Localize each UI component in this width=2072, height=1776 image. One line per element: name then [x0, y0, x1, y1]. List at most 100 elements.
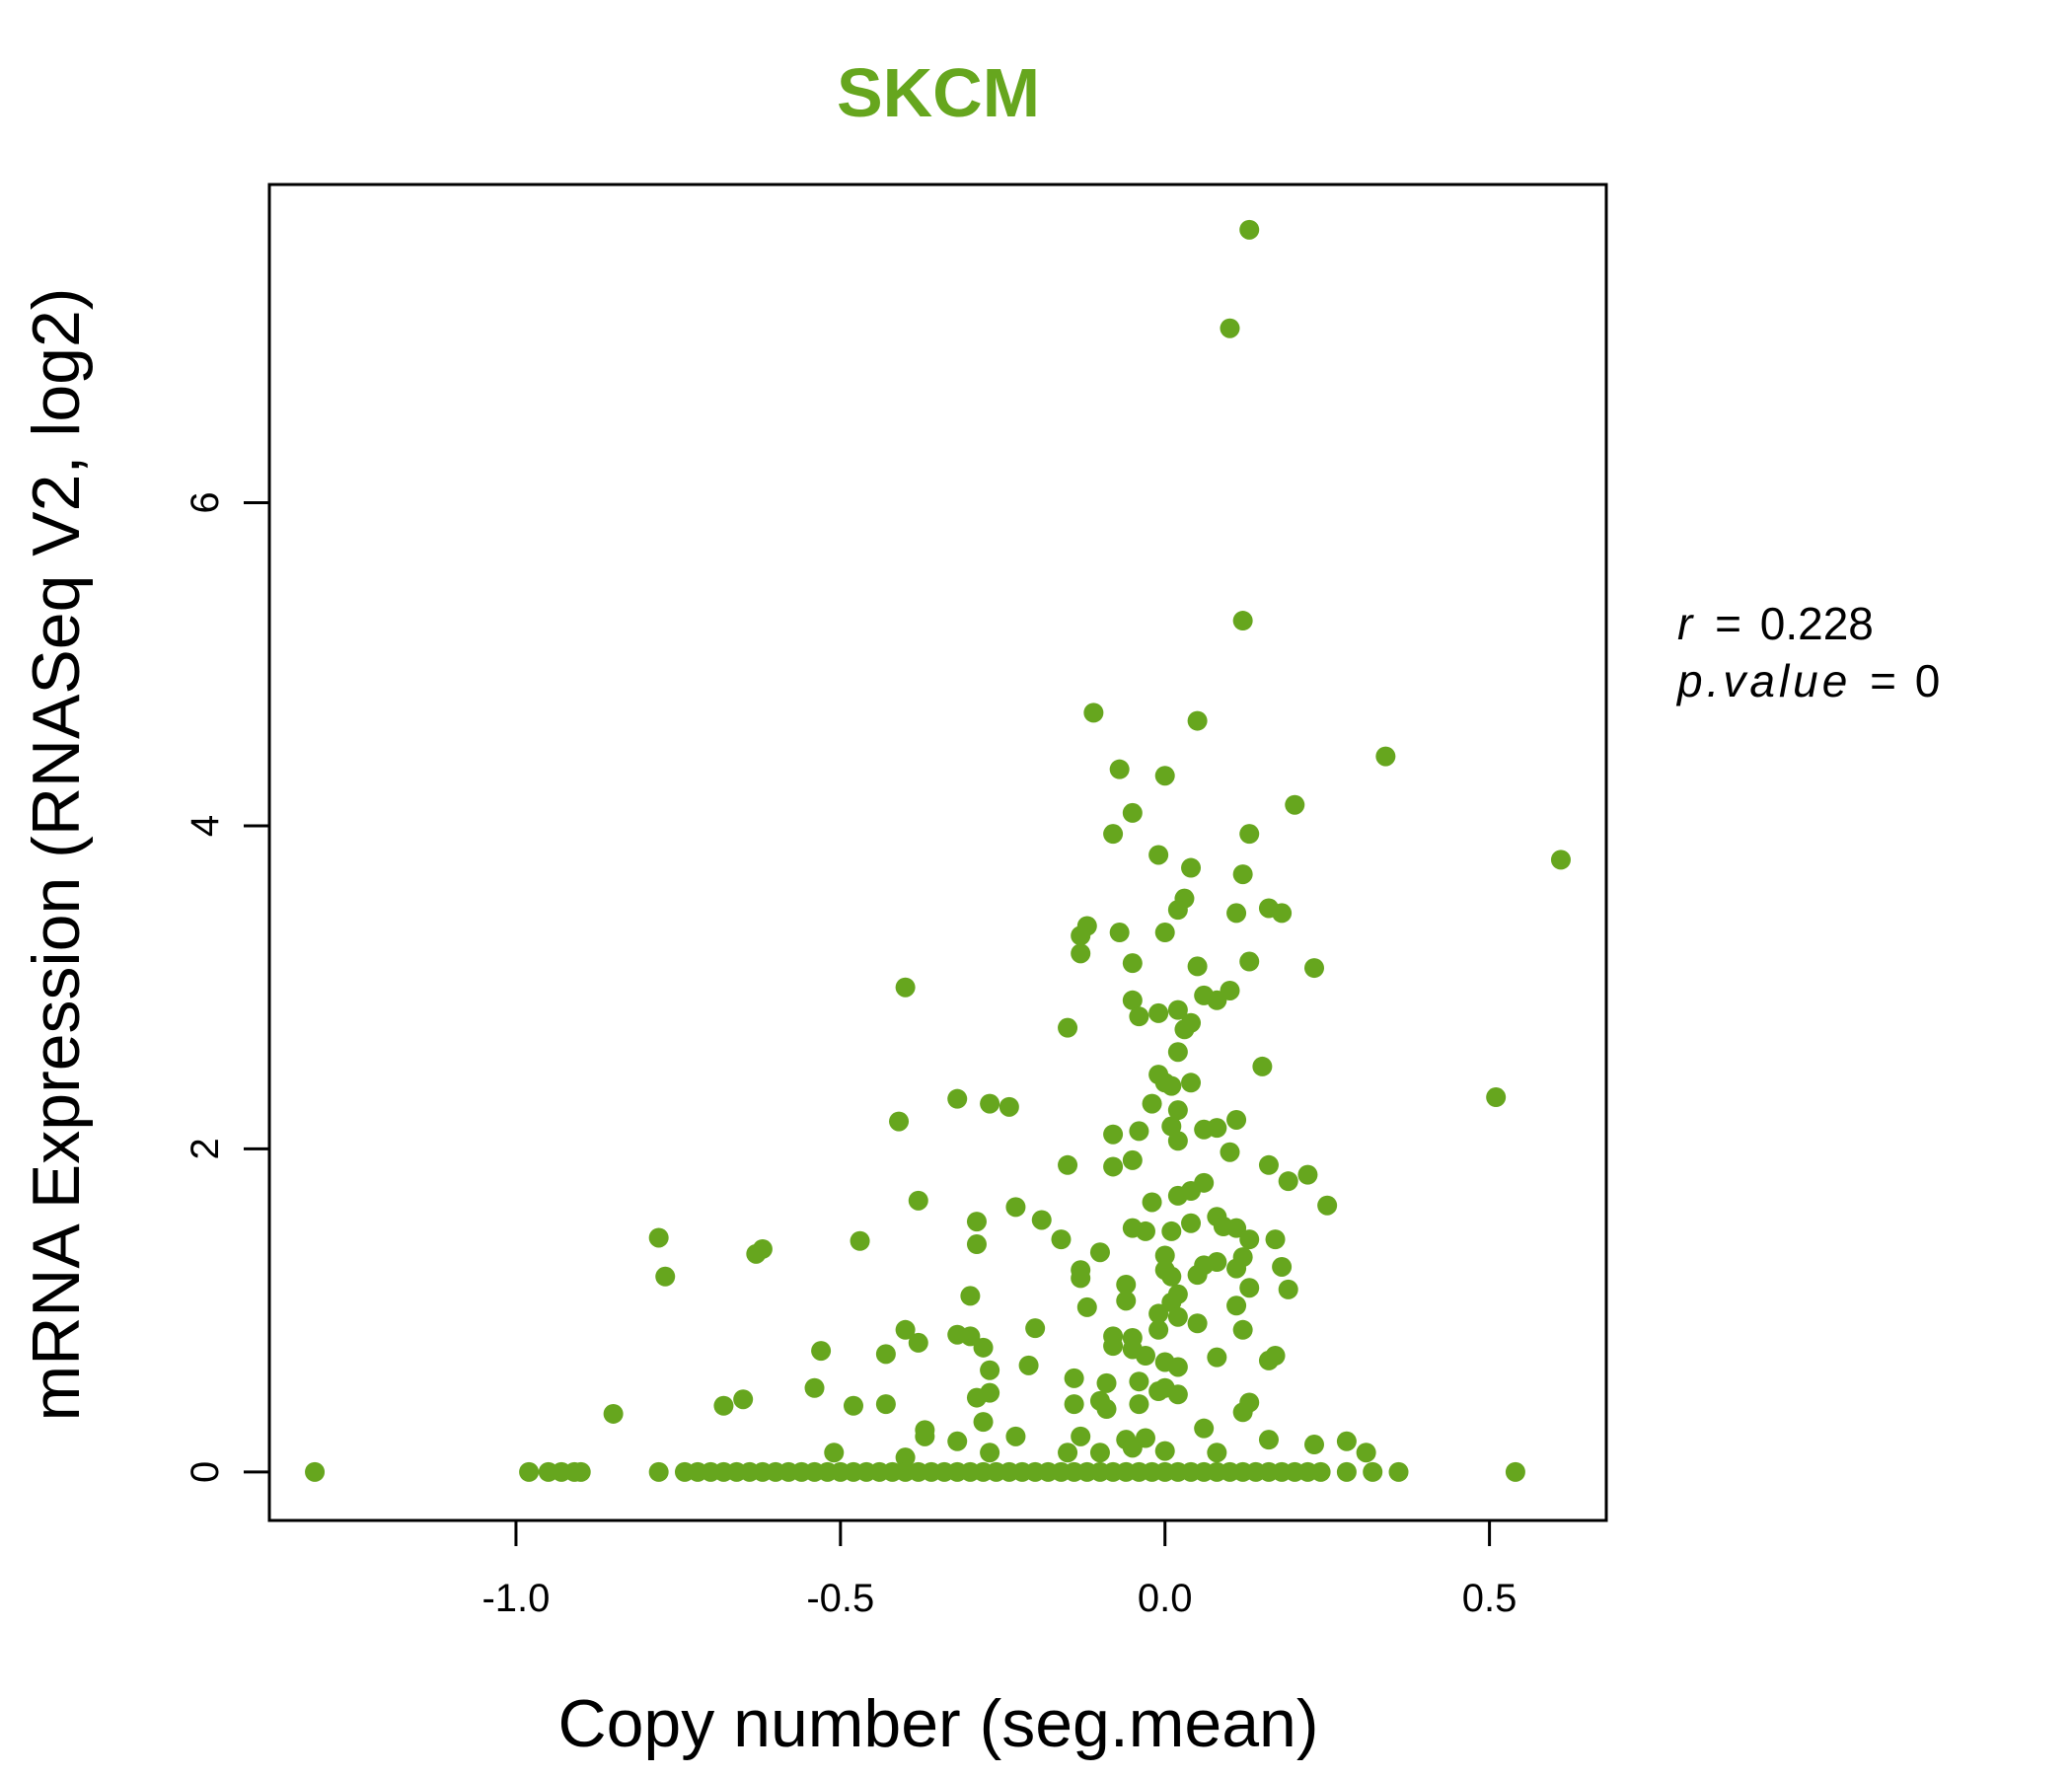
data-point [973, 1412, 994, 1433]
data-point [895, 1447, 916, 1468]
p-stat: p.value = 0 [1675, 655, 1940, 706]
data-point [1031, 1210, 1052, 1230]
data-point [999, 1096, 1019, 1117]
data-point [1071, 925, 1091, 946]
data-point [804, 1377, 825, 1398]
data-point [908, 1190, 928, 1211]
data-point [1096, 1372, 1117, 1393]
data-point [570, 1461, 591, 1482]
data-point [1194, 1119, 1215, 1140]
data-point [1232, 1319, 1253, 1340]
data-point [648, 1461, 669, 1482]
data-point [1135, 1346, 1155, 1367]
data-point [1258, 1430, 1279, 1450]
data-point [1486, 1087, 1507, 1108]
p-eq: = [1870, 655, 1896, 706]
chart-title: SKCM [837, 54, 1040, 131]
data-point [980, 1360, 1000, 1380]
data-point [1154, 1245, 1175, 1266]
data-point [1005, 1197, 1026, 1218]
data-point [1181, 1073, 1202, 1093]
data-point [1167, 1185, 1188, 1206]
data-point [1232, 864, 1253, 885]
data-point [1089, 1443, 1110, 1463]
data-point [1058, 1443, 1078, 1463]
data-point [1239, 219, 1260, 240]
stats-annotation: r = 0.228 p.value = 0 [1675, 598, 1940, 706]
data-point [1297, 1164, 1318, 1185]
data-point [1336, 1461, 1357, 1482]
data-point [1161, 1221, 1182, 1241]
data-point [1181, 857, 1202, 878]
data-point [1109, 759, 1130, 779]
data-point [1167, 1357, 1188, 1377]
data-point [1220, 1142, 1240, 1162]
data-point [1207, 1443, 1227, 1463]
data-point [648, 1227, 669, 1248]
data-point [1207, 1347, 1227, 1368]
data-point [733, 1389, 754, 1410]
data-point [1089, 1242, 1110, 1263]
data-point [908, 1332, 928, 1353]
data-point [1116, 1291, 1137, 1311]
data-point [1272, 1256, 1293, 1277]
data-point [895, 977, 916, 998]
data-point [1167, 1384, 1188, 1405]
data-point [1148, 1002, 1169, 1023]
data-point [1122, 802, 1143, 823]
x-tick-label: -1.0 [481, 1577, 550, 1620]
data-point [824, 1443, 845, 1463]
data-point [1258, 1154, 1279, 1175]
data-point [1252, 1056, 1273, 1076]
data-point [966, 1387, 987, 1408]
r-label: r [1677, 598, 1694, 649]
data-point [1258, 1350, 1279, 1370]
data-point [1058, 1017, 1078, 1038]
data-point [1187, 1313, 1208, 1334]
data-point [1310, 1461, 1331, 1482]
data-point [1135, 1221, 1155, 1241]
y-axis: 0 2 4 6 [184, 491, 271, 1483]
data-point [980, 1443, 1000, 1463]
data-point [1226, 1218, 1247, 1238]
data-point [875, 1394, 896, 1415]
data-point [1103, 1124, 1124, 1145]
data-point [850, 1230, 870, 1251]
data-point [1232, 1402, 1253, 1423]
data-point [1122, 1438, 1143, 1458]
data-point [1239, 951, 1260, 972]
data-point [1122, 990, 1143, 1010]
data-point [1232, 611, 1253, 631]
data-point [519, 1461, 540, 1482]
data-point [1161, 1266, 1182, 1287]
x-tick-label: -0.5 [806, 1577, 874, 1620]
data-point [1336, 1431, 1357, 1451]
data-point [1304, 1435, 1325, 1455]
x-tick-label: 0.0 [1138, 1577, 1193, 1620]
data-point [966, 1212, 987, 1232]
data-point [1129, 1006, 1149, 1027]
data-point [1167, 900, 1188, 921]
data-point [1187, 1265, 1208, 1286]
plot-frame [267, 183, 1608, 1522]
data-point [1278, 1279, 1298, 1299]
data-point [1154, 923, 1175, 943]
x-axis: -1.0 -0.5 0.0 0.5 [481, 1518, 1517, 1620]
y-tick-label: 2 [184, 1138, 227, 1159]
data-point [1167, 999, 1188, 1020]
data-point [1154, 1441, 1175, 1461]
data-point [1096, 1399, 1117, 1420]
data-point [713, 1395, 734, 1416]
data-point [1142, 1093, 1162, 1114]
data-point [1064, 1394, 1084, 1415]
data-point [1071, 1268, 1091, 1289]
data-point [1239, 1229, 1260, 1250]
data-point [1187, 710, 1208, 731]
data-point [1018, 1355, 1039, 1375]
data-point [1265, 1229, 1286, 1250]
p-label: p.value [1675, 655, 1851, 706]
data-point [1363, 1461, 1383, 1482]
data-point [1025, 1318, 1046, 1339]
data-point [1064, 1368, 1084, 1388]
